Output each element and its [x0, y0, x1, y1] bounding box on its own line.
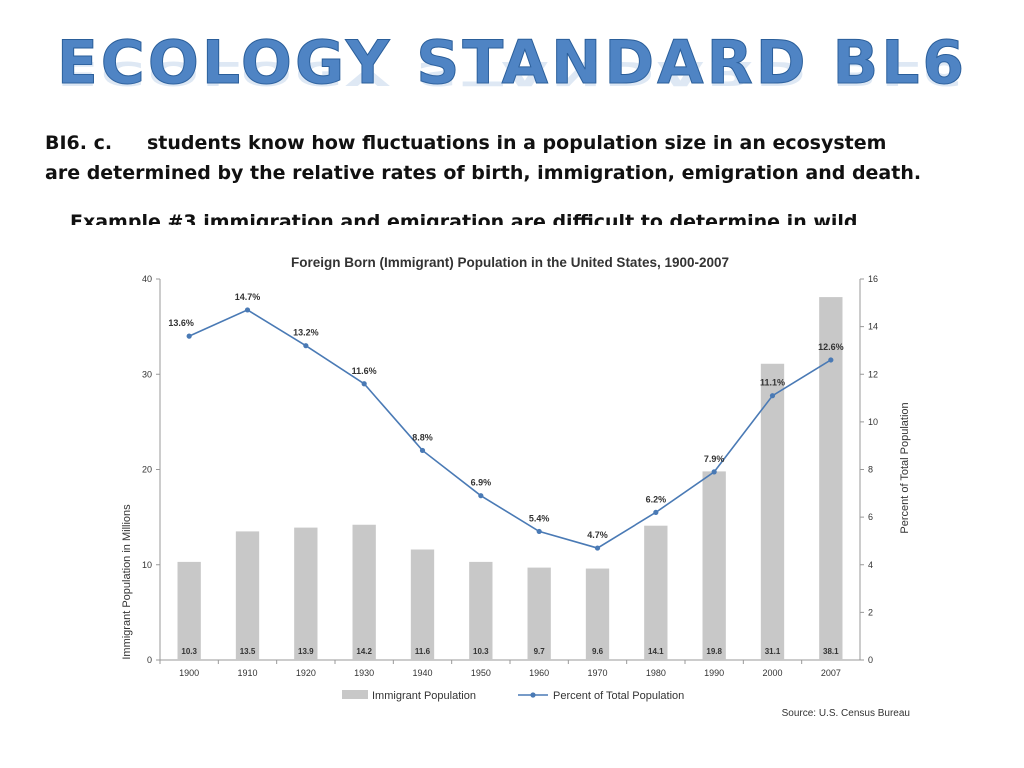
x-tick-label: 1910 [237, 668, 257, 678]
x-tick-label: 1990 [704, 668, 724, 678]
percent-point-1910 [244, 307, 251, 313]
legend-swatch-marker [530, 692, 536, 698]
x-tick-label: 1920 [296, 668, 316, 678]
bar-value-label: 10.3 [473, 647, 489, 656]
percent-value-label: 13.6% [168, 318, 194, 328]
percent-value-label: 6.9% [471, 478, 492, 488]
percent-point-1950 [478, 493, 484, 499]
bar-value-label: 9.7 [534, 647, 546, 656]
y-axis-label: Immigrant Population in Millions [121, 504, 133, 660]
legend-label-bars: Immigrant Population [372, 690, 476, 702]
bar-value-label: 38.1 [823, 647, 839, 656]
standard-line-2: are determined by the relative rates of … [45, 162, 922, 184]
bar-value-label: 14.2 [356, 647, 372, 656]
legend-label-line: Percent of Total Population [553, 690, 684, 702]
y-tick-label: 40 [142, 274, 152, 284]
bar-1990 [702, 471, 726, 660]
chart-title: Foreign Born (Immigrant) Population in t… [291, 255, 729, 270]
slide-title: ECOLOGY STANDARD BL6 [56, 28, 968, 99]
y-tick-label: 0 [147, 655, 152, 665]
y2-tick-label: 12 [868, 369, 878, 379]
cut-off-text: Example #3 immigration and emigration ar… [70, 211, 858, 225]
bar-value-label: 31.1 [765, 647, 781, 656]
y2-tick-label: 10 [868, 417, 878, 427]
plot-area: 0 10 20 30 40 0 2 4 6 8 10 12 14 16 10.3 1900 13.5 1910 13… [142, 274, 878, 702]
percent-value-label: 14.7% [235, 292, 261, 302]
x-tick-label: 1970 [587, 668, 607, 678]
percent-series-line [188, 309, 832, 549]
percent-point-1930 [361, 381, 367, 387]
x-tick-label: 1950 [471, 668, 491, 678]
bar-1900 [177, 561, 201, 660]
y2-tick-label: 8 [868, 465, 873, 475]
percent-point-1990 [711, 469, 717, 475]
bar-value-label: 13.5 [240, 647, 256, 656]
y2-tick-label: 4 [868, 560, 873, 570]
percent-value-label: 11.1% [760, 378, 785, 388]
bar-value-label: 11.6 [415, 647, 431, 656]
percent-value-label: 13.2% [293, 328, 319, 338]
percent-value-label: 11.6% [352, 366, 377, 376]
percent-value-label: 12.6% [818, 342, 844, 352]
chart-source: Source: U.S. Census Bureau [782, 708, 910, 719]
percent-value-label: 4.7% [587, 530, 608, 540]
bar-1950 [469, 561, 493, 660]
bar-1910 [235, 531, 260, 660]
percent-value-label: 5.4% [529, 513, 550, 523]
percent-point-1980 [653, 509, 659, 515]
percent-point-2007 [828, 357, 834, 363]
cut-off-text-line: Example #3 immigration and emigration ar… [70, 203, 870, 225]
x-tick-label: 1980 [646, 668, 666, 678]
bar-2007 [819, 297, 843, 660]
x-tick-label: 2000 [762, 668, 782, 678]
bar-value-label: 13.9 [298, 647, 314, 656]
bar-1970 [585, 568, 610, 660]
y2-tick-label: 6 [868, 512, 873, 522]
y2-axis-label: Percent of Total Population [899, 402, 911, 533]
y2-tick-label: 2 [868, 607, 873, 617]
y2-tick-label: 0 [868, 655, 873, 665]
percent-point-1920 [303, 343, 309, 349]
standard-line-1: students know how fluctuations in a popu… [147, 132, 887, 154]
bar-1980 [644, 525, 668, 660]
immigration-chart: Foreign Born (Immigrant) Population in t… [121, 255, 911, 719]
percent-value-label: 6.2% [646, 494, 667, 504]
x-tick-label: 1930 [354, 668, 374, 678]
x-tick-label: 1960 [529, 668, 549, 678]
chart-container: Foreign Born (Immigrant) Population in t… [110, 242, 945, 727]
standard-text: BI6. c. students know how fluctuations in… [45, 128, 995, 188]
bar-1940 [410, 549, 435, 660]
bar-1920 [294, 527, 318, 660]
percent-value-label: 7.9% [704, 454, 725, 464]
percent-value-label: 8.8% [412, 432, 433, 442]
bar-value-label: 19.8 [706, 647, 722, 656]
y2-tick-label: 14 [868, 322, 878, 332]
bar-2000 [760, 363, 785, 660]
y-tick-label: 20 [142, 465, 152, 475]
legend-swatch-bars [342, 690, 368, 699]
standard-code: BI6. c. [45, 132, 113, 154]
y-tick-label: 30 [142, 369, 152, 379]
bar-value-label: 9.6 [592, 647, 604, 656]
y2-tick-label: 16 [868, 274, 878, 284]
bar-value-label: 10.3 [181, 647, 197, 656]
slide-title-wrap: ECOLOGY STANDARD BL6 [0, 28, 1024, 99]
x-tick-label: 2007 [821, 668, 841, 678]
bar-1960 [527, 567, 551, 660]
bar-value-label: 14.1 [648, 647, 664, 656]
y-tick-label: 10 [142, 560, 152, 570]
x-tick-label: 1900 [179, 668, 199, 678]
percent-point-1970 [594, 545, 601, 551]
percent-point-1960 [536, 528, 542, 535]
bar-1930 [352, 524, 376, 660]
percent-point-1940 [419, 447, 426, 454]
percent-point-2000 [769, 393, 776, 399]
x-tick-label: 1940 [412, 668, 432, 678]
percent-point-1900 [186, 333, 192, 339]
